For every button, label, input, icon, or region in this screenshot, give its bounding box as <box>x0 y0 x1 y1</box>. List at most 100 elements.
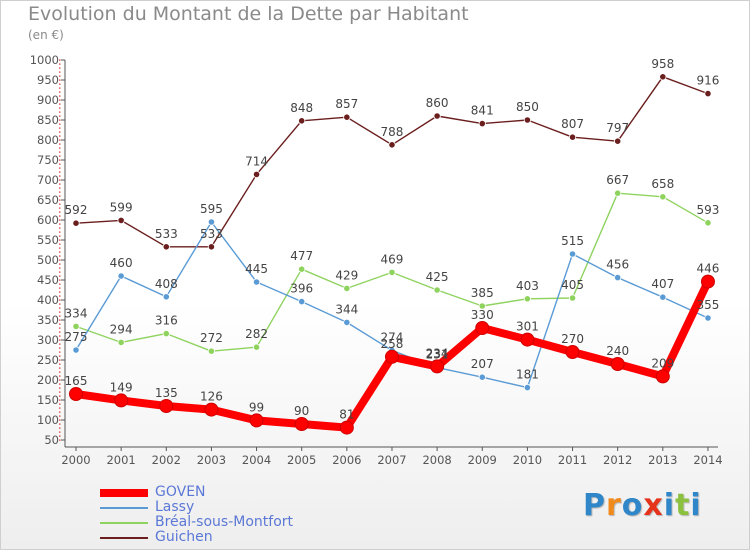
y-minor-tick <box>59 199 61 201</box>
legend-label: Bréal-sous-Montfort <box>155 514 294 530</box>
y-minor-tick <box>59 235 61 237</box>
data-point <box>614 189 622 197</box>
data-point <box>72 219 80 227</box>
y-tick-label: 50 <box>44 433 59 447</box>
data-point <box>117 338 125 346</box>
y-tick-label: 1000 <box>30 53 59 67</box>
logo-letter: x <box>643 488 664 523</box>
y-minor-tick <box>59 67 61 69</box>
data-point <box>568 133 577 141</box>
y-minor-tick <box>59 259 61 261</box>
data-point <box>117 216 125 224</box>
data-label: 270 <box>561 332 584 346</box>
data-point <box>478 302 486 310</box>
data-point <box>162 329 170 338</box>
y-minor-tick <box>59 287 61 289</box>
x-tick-label: 2010 <box>513 453 542 467</box>
y-tick-label: 550 <box>37 233 59 247</box>
y-minor-tick <box>59 115 61 117</box>
y-minor-tick <box>59 311 61 313</box>
data-point <box>252 278 261 286</box>
data-label: 593 <box>697 203 720 217</box>
y-minor-tick <box>59 159 61 161</box>
y-tick-label: 650 <box>37 193 59 207</box>
y-minor-tick <box>59 131 61 133</box>
data-label: 857 <box>335 97 358 111</box>
data-point <box>384 349 399 364</box>
data-label: 469 <box>381 252 404 266</box>
y-minor-tick <box>59 71 61 73</box>
legend-label: Lassy <box>155 499 195 515</box>
x-tick-label: 2002 <box>152 453 181 467</box>
y-minor-tick <box>59 251 61 253</box>
data-point <box>298 297 306 306</box>
data-label: 181 <box>516 368 539 382</box>
y-minor-tick <box>59 283 61 285</box>
y-minor-tick <box>59 335 61 337</box>
y-minor-tick <box>59 351 61 353</box>
data-point <box>614 273 622 282</box>
data-label: 81 <box>339 408 354 422</box>
y-minor-tick <box>59 91 61 93</box>
data-label: 403 <box>516 279 539 293</box>
data-point <box>159 399 174 413</box>
y-minor-tick <box>59 179 61 181</box>
data-point <box>343 113 351 121</box>
y-minor-tick <box>59 175 61 177</box>
data-label: 714 <box>245 154 268 168</box>
legend-swatch <box>100 489 148 497</box>
data-point <box>430 359 445 374</box>
data-label: 282 <box>245 327 268 341</box>
y-minor-tick <box>59 167 61 169</box>
y-tick-label: 750 <box>37 153 59 167</box>
y-minor-tick <box>59 163 61 165</box>
y-minor-tick <box>59 95 61 97</box>
y-minor-tick <box>59 83 61 85</box>
data-label: 90 <box>294 404 309 418</box>
data-label: 916 <box>697 74 720 88</box>
y-tick-label: 350 <box>37 313 59 327</box>
y-minor-tick <box>59 183 61 185</box>
legend-label: Guichen <box>155 529 213 545</box>
data-label: 446 <box>697 262 720 276</box>
y-minor-tick <box>59 211 61 213</box>
y-tick-label: 900 <box>37 93 59 107</box>
y-minor-tick <box>59 387 61 389</box>
y-minor-tick <box>59 339 61 341</box>
chart-title: Evolution du Montant de la Dette par Hab… <box>28 3 469 25</box>
y-minor-tick <box>59 383 61 385</box>
data-point <box>298 265 306 273</box>
data-label: 848 <box>290 101 313 115</box>
logo-letter: t <box>675 488 691 523</box>
data-label: 135 <box>155 386 178 400</box>
y-minor-tick <box>59 315 61 317</box>
y-tick-label: 100 <box>37 413 59 427</box>
series-line-guichen <box>75 76 709 248</box>
data-point <box>72 322 80 330</box>
data-point <box>343 284 351 292</box>
y-minor-tick <box>59 347 61 349</box>
y-minor-tick <box>59 231 61 233</box>
y-minor-tick <box>59 191 61 193</box>
data-label: 807 <box>561 117 584 131</box>
data-label: 272 <box>200 331 223 345</box>
data-point <box>478 373 486 381</box>
y-minor-tick <box>59 215 61 217</box>
y-minor-tick <box>59 195 61 197</box>
data-point <box>298 117 306 125</box>
y-tick-label: 500 <box>37 253 59 267</box>
y-minor-tick <box>59 419 61 421</box>
y-minor-tick <box>59 203 61 205</box>
y-minor-tick <box>59 431 61 433</box>
y-minor-tick <box>59 407 61 409</box>
y-minor-tick <box>59 219 61 221</box>
data-label: 860 <box>426 96 449 110</box>
data-label: 316 <box>155 314 178 328</box>
x-tick-label: 2009 <box>468 453 497 467</box>
data-label: 330 <box>471 308 494 322</box>
data-label: 533 <box>200 227 223 241</box>
data-label: 595 <box>200 202 223 216</box>
x-tick-label: 2013 <box>648 453 677 467</box>
y-tick-label: 800 <box>37 133 59 147</box>
y-minor-tick <box>59 435 61 437</box>
